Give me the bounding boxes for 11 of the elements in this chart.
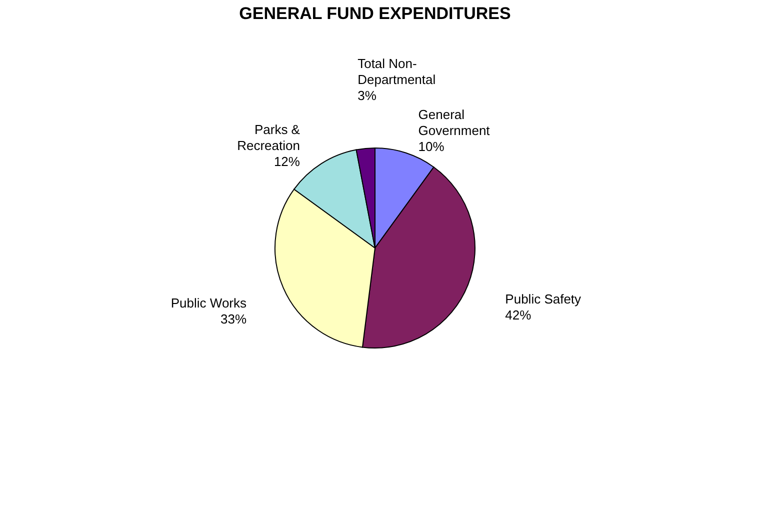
slice-label: Public Safety (505, 292, 582, 307)
slice-label: Public Works (170, 296, 248, 311)
slice-label: Parks & Recreation (237, 122, 300, 153)
data-label: 10% (418, 138, 445, 154)
data-label: 12% (274, 154, 300, 169)
data-label: 33% (220, 312, 247, 327)
data-label: 3% (358, 88, 377, 103)
chart-title: GENERAL FUND EXPENDITURES (239, 4, 511, 23)
slice-label: Total Non-Departmental (358, 56, 436, 87)
data-label: 42% (505, 308, 532, 323)
slice-label: General Government (418, 106, 490, 138)
